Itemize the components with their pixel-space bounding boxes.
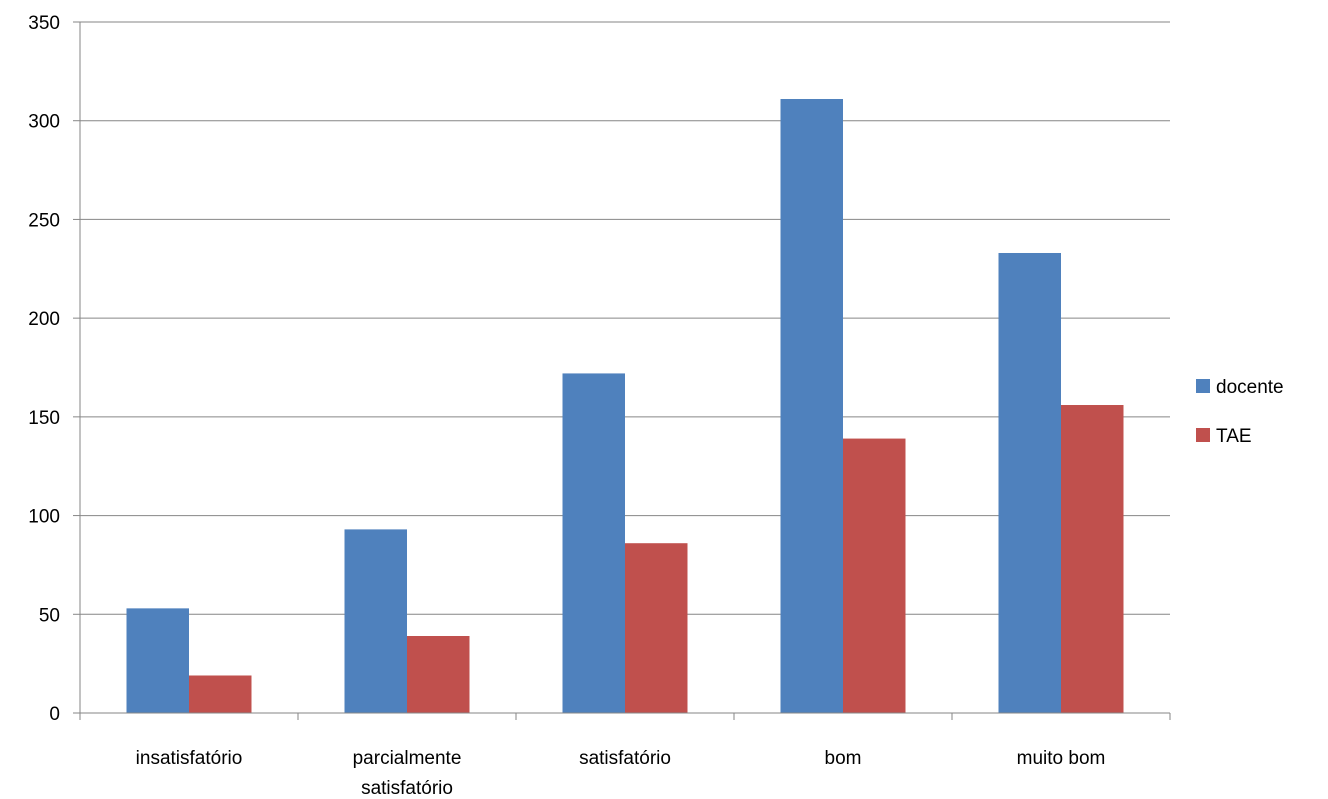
bar-docente: [998, 252, 1061, 713]
y-tick-label: 100: [28, 507, 60, 528]
y-tick-label: 50: [39, 605, 60, 626]
y-tick-labels: 0 50 100 150 200 250 300 350: [28, 13, 60, 725]
bar-tae: [843, 438, 906, 713]
bar-docente: [780, 98, 843, 714]
x-category-label: satisfatório: [361, 778, 453, 799]
y-tick-label: 350: [28, 13, 60, 34]
bar-tae: [1061, 405, 1124, 713]
legend-label: docente: [1216, 377, 1284, 398]
x-category-label: bom: [825, 748, 862, 769]
x-category-label: muito bom: [1017, 748, 1106, 769]
bars: [126, 98, 1124, 714]
bar-tae: [189, 675, 252, 713]
y-tick-label: 150: [28, 408, 60, 429]
x-category-label: parcialmente: [353, 748, 462, 769]
axes: [73, 21, 1171, 720]
bar-tae: [625, 543, 688, 713]
legend-label: TAE: [1216, 426, 1252, 447]
x-category-labels: insatisfatório parcialmente satisfatório sa…: [136, 748, 1106, 799]
bar-tae: [407, 636, 470, 713]
legend: docente TAE: [1196, 377, 1284, 447]
y-tick-label: 250: [28, 210, 60, 231]
y-tick-label: 0: [49, 704, 60, 725]
x-category-label: satisfatório: [579, 748, 671, 769]
bar-docente: [562, 373, 625, 713]
legend-swatch: [1196, 428, 1210, 442]
y-tick-label: 300: [28, 112, 60, 133]
x-category-label: insatisfatório: [136, 748, 243, 769]
y-tick-label: 200: [28, 309, 60, 330]
legend-swatch: [1196, 379, 1210, 393]
bar-docente: [126, 608, 189, 713]
bar-docente: [344, 529, 407, 713]
